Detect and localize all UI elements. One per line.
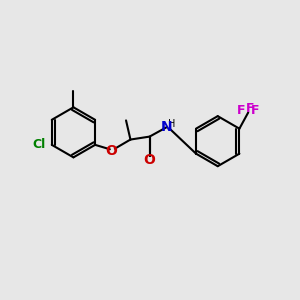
Text: H: H	[168, 118, 176, 129]
Text: N: N	[161, 120, 172, 134]
Text: O: O	[105, 144, 117, 158]
Text: O: O	[144, 153, 155, 167]
Text: F: F	[237, 104, 245, 117]
Text: F: F	[251, 104, 260, 117]
Text: Cl: Cl	[32, 138, 45, 151]
Text: F: F	[245, 101, 254, 115]
